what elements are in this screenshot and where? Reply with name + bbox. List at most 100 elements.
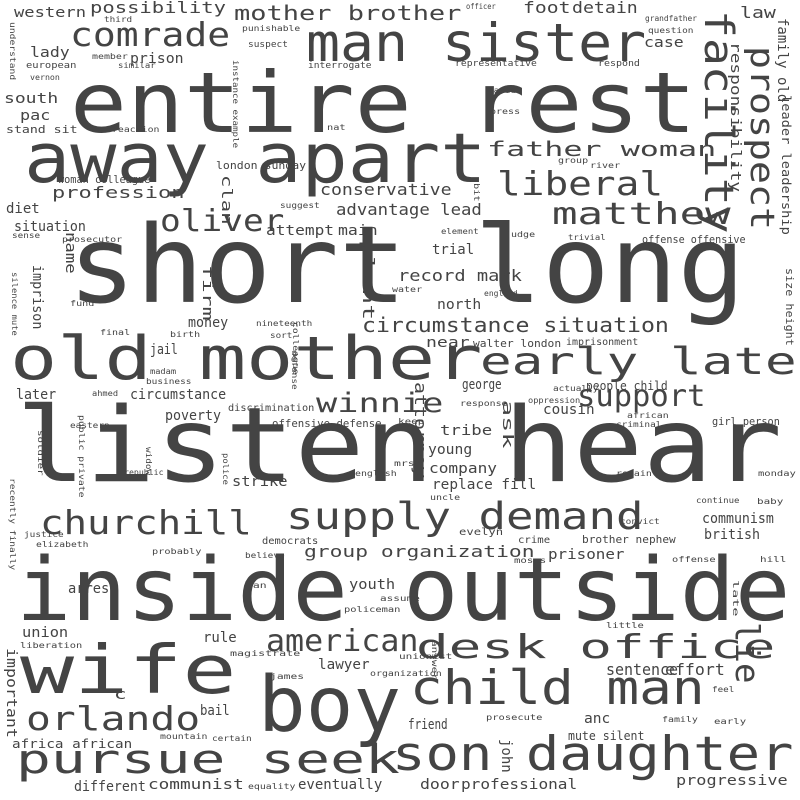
cloud-word: mother brother: [234, 1, 462, 25]
cloud-word: african: [627, 411, 669, 420]
cloud-word: old mother: [10, 324, 483, 394]
cloud-word: liberation: [20, 641, 83, 650]
cloud-word: boy: [258, 661, 402, 750]
cloud-word: family: [662, 715, 698, 724]
cloud-word: unionist: [399, 652, 453, 661]
cloud-word: convict: [620, 517, 660, 526]
cloud-word: imprison: [29, 265, 45, 330]
cloud-word: bail: [200, 703, 230, 719]
cloud-word: pursue seek: [16, 737, 400, 783]
cloud-word: south: [4, 91, 59, 107]
cloud-word: liberal: [497, 164, 664, 203]
cloud-word: leader leadership: [779, 95, 793, 235]
cloud-word: defense: [290, 350, 299, 390]
cloud-word: republic: [124, 468, 164, 477]
cloud-word: john: [498, 739, 514, 773]
cloud-word: rule: [203, 630, 237, 646]
cloud-word: africa african: [12, 737, 133, 751]
cloud-word: youth: [349, 577, 396, 593]
cloud-word: circumstance: [130, 387, 227, 403]
cloud-word: circumstance situation: [362, 313, 669, 337]
cloud-word: nineteenth: [256, 319, 313, 328]
cloud-word: father woman: [487, 137, 717, 161]
cloud-word: poverty: [165, 408, 222, 424]
cloud-word: diet: [6, 201, 40, 217]
cloud-word: policeman: [344, 605, 401, 614]
cloud-word: responsibility: [727, 42, 743, 193]
cloud-word: offense: [672, 555, 716, 564]
cloud-word: justice: [24, 530, 64, 539]
cloud-word: c: [114, 687, 127, 703]
cloud-word: plant: [359, 240, 378, 321]
cloud-word: wife: [20, 631, 237, 709]
cloud-word: woman colleague: [58, 173, 151, 186]
cloud-word: european: [26, 61, 77, 71]
cloud-word: organization: [370, 669, 442, 678]
cloud-word: oliver: [160, 204, 285, 239]
cloud-word: silence mute: [10, 272, 19, 336]
cloud-word: trial: [432, 242, 475, 258]
cloud-word: remain: [616, 469, 652, 478]
cloud-word: situation: [14, 219, 86, 235]
cloud-word: moses: [514, 556, 547, 565]
cloud-word: lie: [728, 622, 767, 684]
cloud-word: equality: [248, 782, 296, 791]
cloud-word: arrest: [68, 581, 118, 597]
cloud-word: professional: [461, 777, 578, 793]
cloud-word: possibility: [90, 0, 226, 17]
cloud-word: david: [488, 86, 517, 95]
cloud-word: understand: [8, 22, 17, 81]
cloud-word: suggest: [280, 201, 320, 210]
cloud-word: sentence: [606, 660, 679, 679]
cloud-word: churchill: [40, 503, 252, 542]
cloud-word: assume: [380, 594, 420, 603]
cloud-word: offense offensive: [642, 233, 746, 246]
cloud-word: different: [74, 779, 146, 795]
cloud-word: vernon: [30, 73, 60, 82]
cloud-word: uncle: [430, 493, 461, 502]
cloud-word: north: [437, 297, 482, 313]
cloud-word: monday: [758, 469, 796, 478]
cloud-word: mountain: [160, 732, 208, 741]
cloud-word: officer: [466, 2, 496, 11]
cloud-word: strike: [232, 474, 288, 490]
cloud-word: lady: [30, 45, 70, 61]
cloud-word: desk office: [416, 627, 776, 666]
cloud-word: similar: [118, 61, 156, 70]
cloud-word: english: [355, 469, 397, 478]
cloud-word: winnie: [316, 388, 444, 419]
cloud-word: certain: [212, 734, 252, 743]
cloud-word: orlando: [26, 699, 201, 738]
cloud-word: tribe: [440, 423, 493, 439]
cloud-word: elizabeth: [36, 540, 89, 549]
cloud-word: prisoner: [548, 547, 625, 563]
cloud-word: water: [392, 285, 423, 294]
cloud-word: profession: [52, 183, 185, 202]
cloud-word: magistrate: [230, 649, 301, 658]
cloud-word: third: [104, 15, 133, 24]
cloud-word: progressive: [676, 773, 788, 789]
cloud-word: recently finally: [8, 478, 17, 571]
cloud-word: question: [648, 26, 694, 35]
cloud-word: matthew: [552, 197, 731, 232]
cloud-word: jail: [150, 342, 178, 358]
cloud-word: discrimination: [228, 403, 315, 414]
cloud-word: james: [270, 672, 305, 681]
cloud-word: advantage lead: [336, 200, 482, 219]
cloud-word: business: [146, 377, 192, 386]
cloud-word: soldier: [36, 430, 45, 476]
cloud-word: representative: [455, 59, 537, 69]
cloud-word: madam: [150, 367, 177, 376]
cloud-word: believe: [245, 551, 285, 560]
cloud-word: conservative: [320, 180, 452, 199]
cloud-word: baby: [757, 497, 784, 506]
cloud-word: replace fill: [432, 477, 537, 493]
cloud-word: birth: [170, 330, 201, 339]
cloud-word: young: [428, 442, 473, 458]
cloud-word: judge: [505, 230, 536, 239]
cloud-word: entire rest: [70, 54, 697, 152]
cloud-word: near: [426, 335, 470, 351]
cloud-word: clan: [218, 175, 234, 225]
cloud-word: response: [460, 399, 508, 408]
